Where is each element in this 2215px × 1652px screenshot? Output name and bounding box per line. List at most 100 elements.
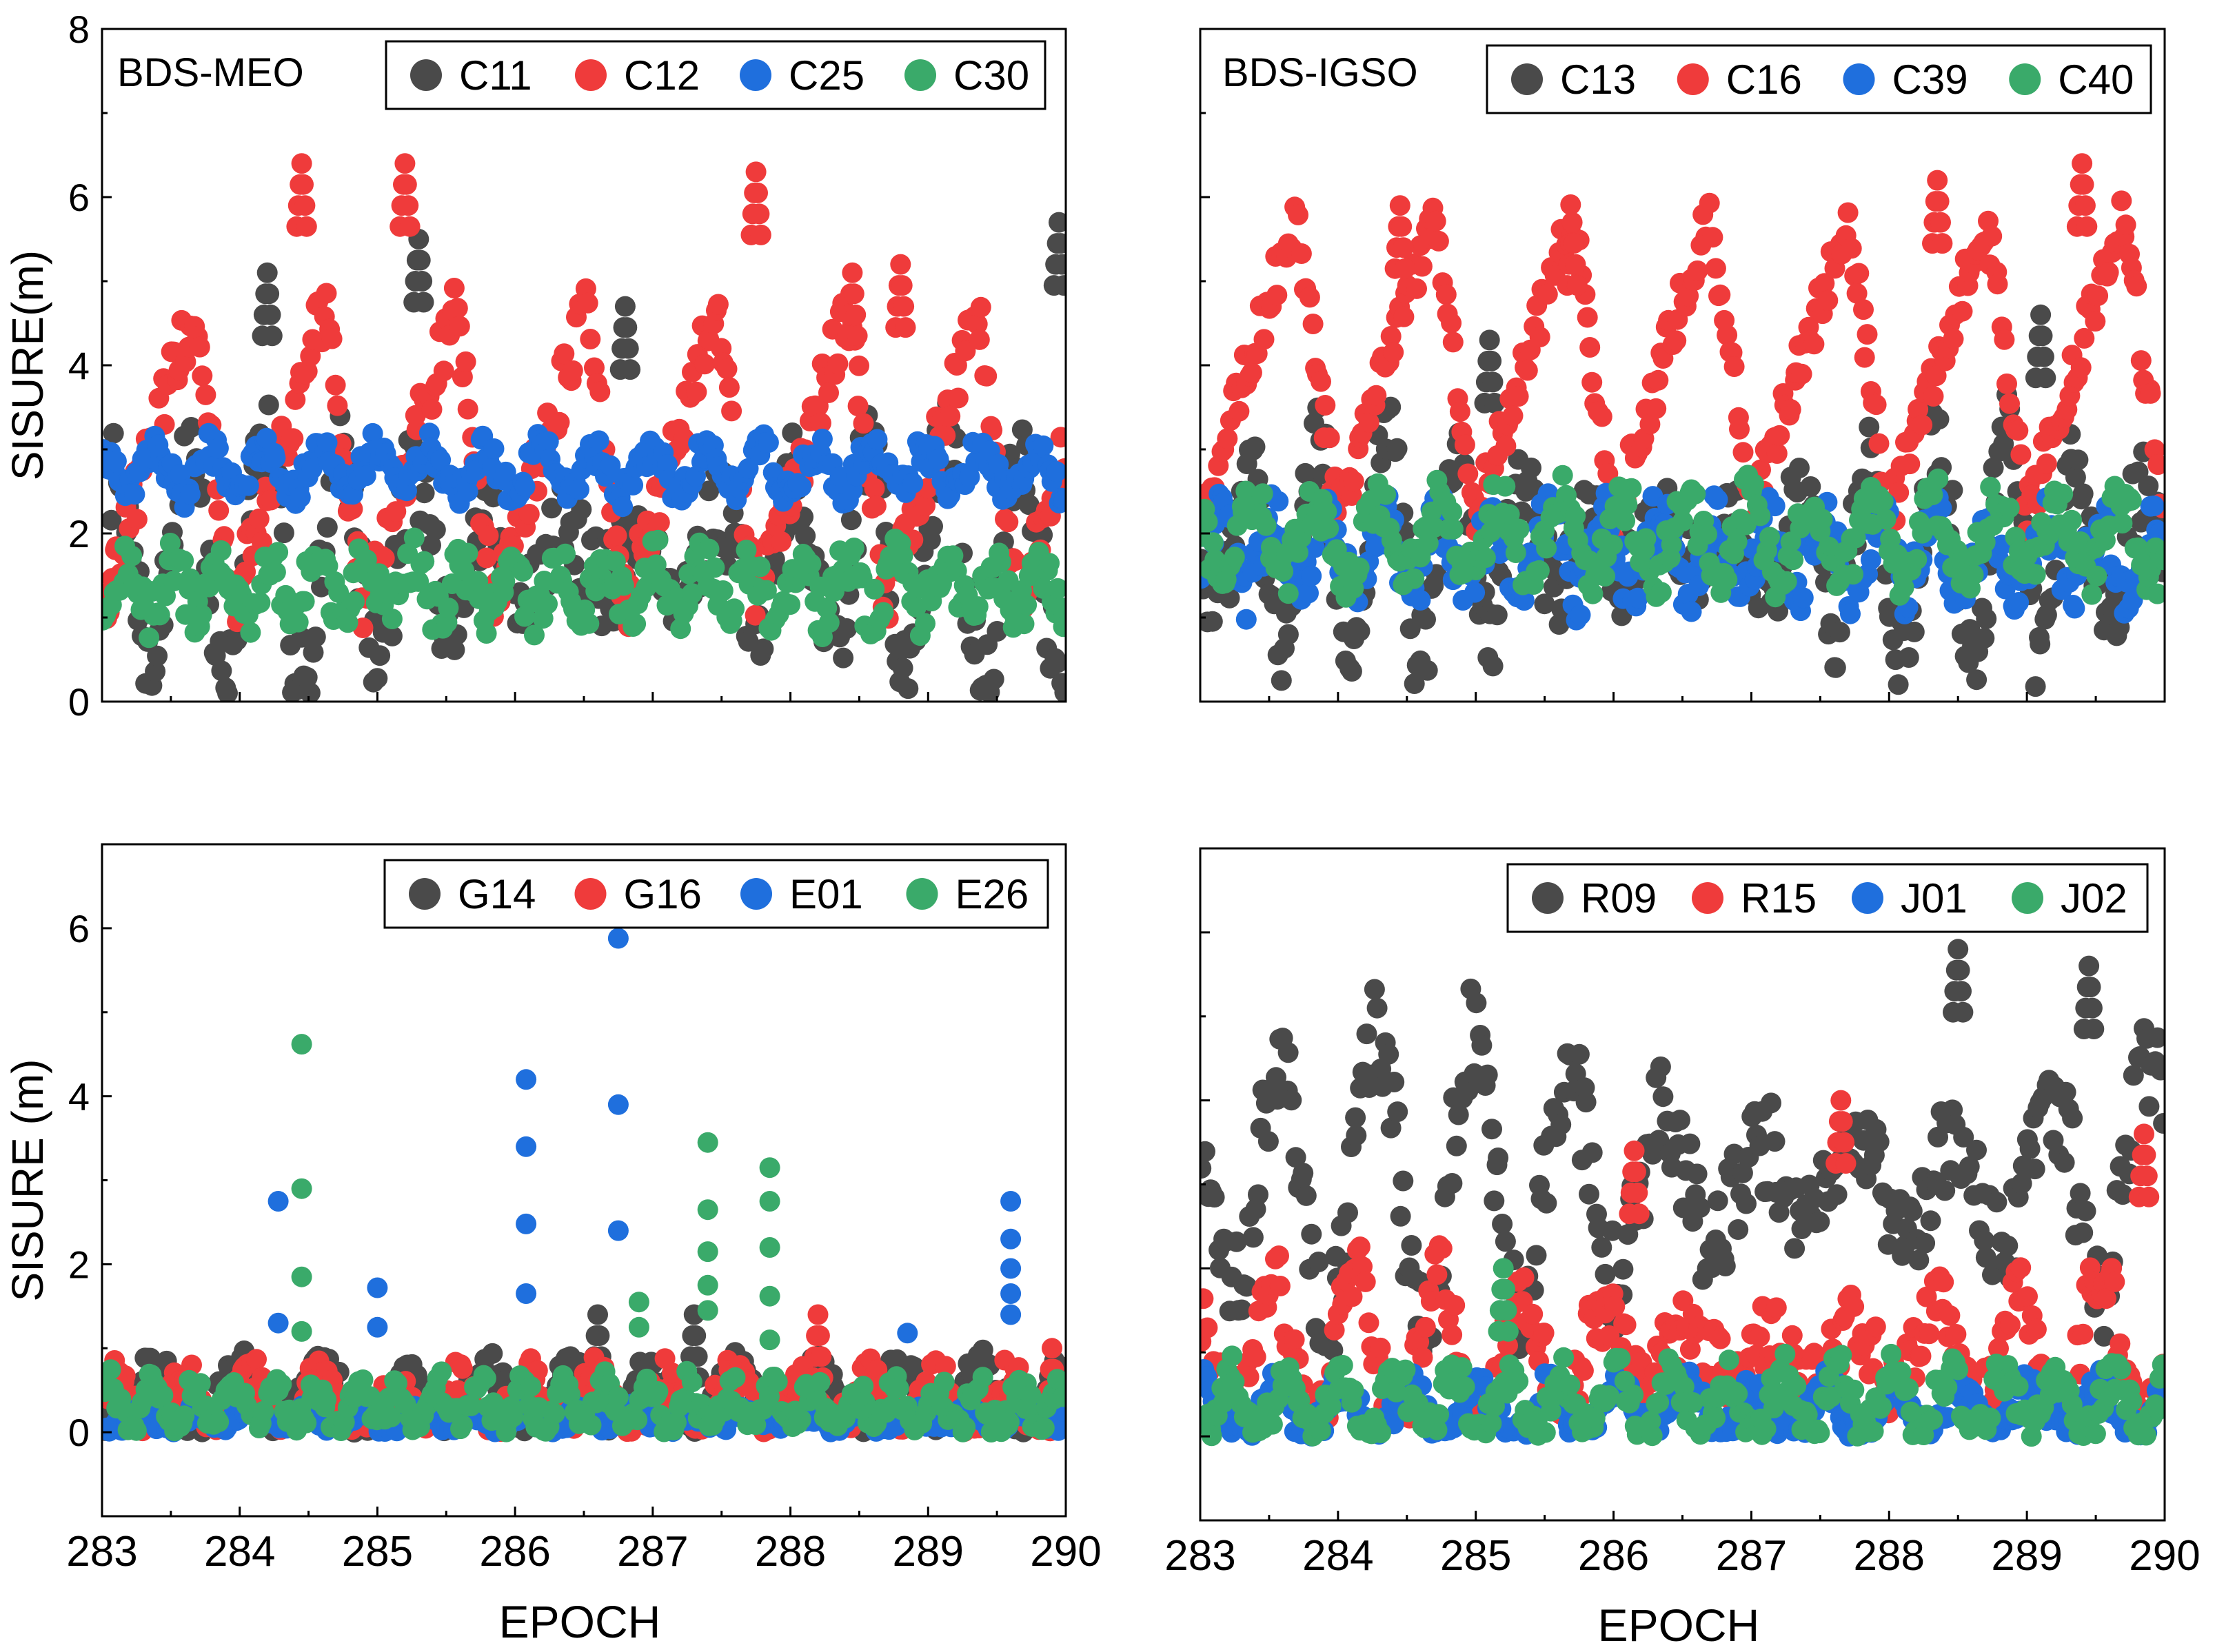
point-E26 xyxy=(452,1414,473,1436)
point-C11 xyxy=(795,525,816,547)
point-R09 xyxy=(2081,997,2103,1019)
point-C30 xyxy=(438,598,459,619)
point-C40 xyxy=(1235,480,1257,502)
point-C12 xyxy=(686,381,707,402)
point-C12 xyxy=(589,381,611,402)
point-C40 xyxy=(1845,527,1866,549)
point-R15 xyxy=(1358,1312,1379,1334)
point-C12 xyxy=(1050,427,1066,448)
point-C11 xyxy=(541,498,563,519)
point-C12 xyxy=(849,355,869,376)
point-C16 xyxy=(1391,216,1413,237)
point-C16 xyxy=(1581,371,1603,393)
point-C11 xyxy=(616,317,638,338)
point-C12 xyxy=(810,412,831,434)
point-C16 xyxy=(1517,360,1538,381)
x-tick-label: 283 xyxy=(66,1528,137,1575)
point-C16 xyxy=(1814,273,1835,294)
point-R15 xyxy=(1749,1326,1770,1347)
point-C11 xyxy=(381,625,403,646)
point-E26 xyxy=(544,1403,565,1424)
point-R09 xyxy=(2093,1325,2114,1347)
point-C39 xyxy=(1301,565,1322,587)
point-C30 xyxy=(317,555,338,577)
point-R09 xyxy=(2072,1222,2094,1243)
point-C30 xyxy=(915,613,935,634)
point-C40 xyxy=(1475,547,1496,569)
point-C11 xyxy=(316,517,338,538)
point-C40 xyxy=(1442,518,1464,540)
point-E26 xyxy=(697,1199,718,1221)
y-tick-label: 4 xyxy=(68,1075,90,1119)
point-E01 xyxy=(1000,1283,1022,1304)
legend-label-C39: C39 xyxy=(1892,57,1968,103)
point-C39 xyxy=(1298,582,1319,604)
point-C40 xyxy=(1499,504,1520,525)
point-R09 xyxy=(1446,1135,1467,1156)
point-R09 xyxy=(1997,1235,2019,1256)
point-R09 xyxy=(1908,1250,1930,1271)
point-C40 xyxy=(1661,534,1682,555)
point-G16 xyxy=(807,1304,829,1325)
point-C40 xyxy=(1685,483,1706,504)
point-C13 xyxy=(1898,647,1919,668)
point-C16 xyxy=(1435,284,1457,305)
point-R09 xyxy=(1826,1184,1848,1205)
point-R09 xyxy=(1568,1043,1590,1065)
point-C11 xyxy=(614,296,636,317)
point-C11 xyxy=(571,499,592,520)
point-C11 xyxy=(454,597,474,618)
point-C12 xyxy=(325,374,346,396)
point-E26 xyxy=(790,1409,811,1430)
point-C16 xyxy=(1579,337,1601,358)
point-C12 xyxy=(443,278,465,298)
point-E26 xyxy=(628,1292,649,1313)
point-C40 xyxy=(1552,465,1573,486)
point-C40 xyxy=(2086,565,2107,587)
point-C16 xyxy=(2076,216,2098,237)
point-R09 xyxy=(1495,1231,1516,1252)
legend: G14 G16 E01 E26 xyxy=(383,859,1049,929)
point-C40 xyxy=(1582,583,1604,604)
point-C25 xyxy=(600,455,621,476)
point-C16 xyxy=(1999,393,2020,414)
point-C25 xyxy=(588,430,609,451)
point-E26 xyxy=(972,1367,993,1388)
point-C30 xyxy=(712,580,734,601)
point-C12 xyxy=(195,384,216,405)
point-C16 xyxy=(1803,334,1825,355)
point-C39 xyxy=(1627,587,1648,609)
point-C12 xyxy=(940,405,961,427)
point-C30 xyxy=(121,545,143,567)
point-C16 xyxy=(1646,398,1667,419)
point-C30 xyxy=(681,583,702,604)
x-tick-label: 285 xyxy=(342,1528,413,1575)
point-C12 xyxy=(478,525,499,547)
point-C11 xyxy=(256,262,278,283)
point-C40 xyxy=(1872,491,1894,512)
point-C13 xyxy=(2065,467,2086,488)
point-E26 xyxy=(381,1407,402,1427)
point-R09 xyxy=(2019,1138,2041,1159)
point-C12 xyxy=(827,353,849,374)
point-C40 xyxy=(1508,518,1530,540)
point-C16 xyxy=(1565,254,1586,275)
point-C25 xyxy=(495,461,516,482)
point-C25 xyxy=(265,447,286,469)
point-C16 xyxy=(1868,433,1890,454)
point-C16 xyxy=(2126,276,2147,297)
point-C40 xyxy=(2025,564,2046,585)
point-R15 xyxy=(1533,1323,1555,1343)
point-R15 xyxy=(1444,1295,1466,1316)
point-C16 xyxy=(2074,195,2096,216)
point-C11 xyxy=(412,271,433,292)
point-C16 xyxy=(1495,436,1517,457)
point-C16 xyxy=(1253,329,1275,350)
legend-marker-G14 xyxy=(409,878,441,910)
point-C13 xyxy=(1993,434,2014,455)
point-C11 xyxy=(103,422,124,444)
point-E26 xyxy=(1053,1386,1066,1407)
point-C13 xyxy=(1928,409,1950,430)
point-C13 xyxy=(1859,416,1880,438)
